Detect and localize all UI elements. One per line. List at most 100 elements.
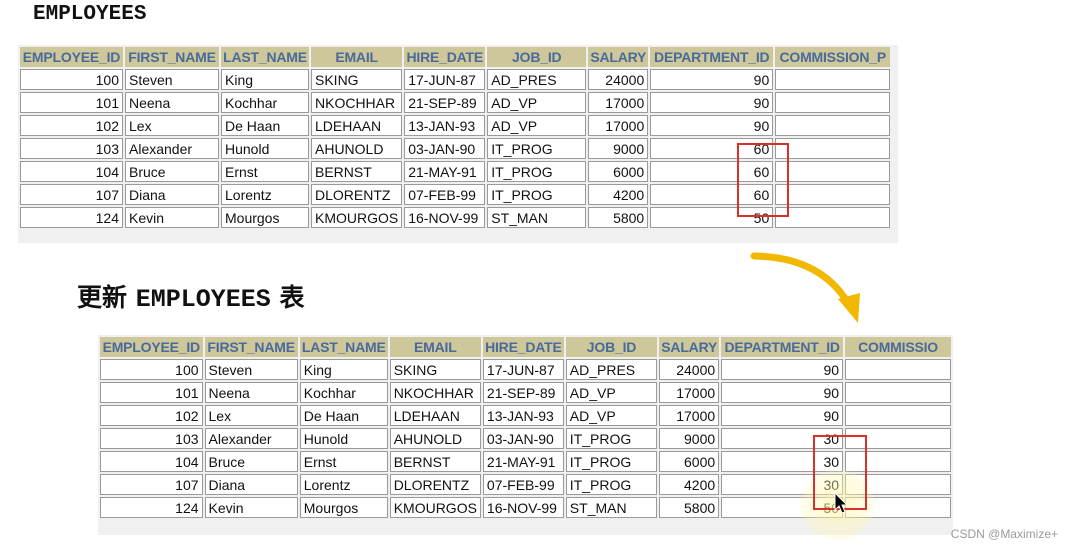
column-header: DEPARTMENT_ID xyxy=(650,47,774,67)
table-cell: 90 xyxy=(721,382,844,403)
column-header: SALARY xyxy=(659,337,720,357)
table-cell: Lorentz xyxy=(299,474,388,495)
table-cell: 21-SEP-89 xyxy=(404,92,486,113)
mouse-cursor-icon xyxy=(834,492,849,514)
column-header: JOB_ID xyxy=(565,337,658,357)
table-cell: Kochhar xyxy=(221,92,309,113)
table-row: 101 Neena Kochhar NKOCHHAR 21-SEP-89 AD_VP 170… xyxy=(100,382,951,403)
table-cell: AD_VP xyxy=(565,405,658,426)
table-row: 102 Lex De Haan LDEHAAN 13-JAN-93 AD_VP 17000 9… xyxy=(20,115,891,136)
table-cell: Lex xyxy=(204,405,298,426)
table-cell: Hunold xyxy=(221,138,309,159)
table-cell: KMOURGOS xyxy=(311,207,403,228)
table-cell xyxy=(775,69,891,90)
table-row: 100 Steven King SKING 17-JUN-87 AD_PRES 24000 9… xyxy=(20,69,891,90)
table-cell: 17-JUN-87 xyxy=(482,359,564,380)
table-cell xyxy=(775,207,891,228)
table-cell: AD_PRES xyxy=(565,359,658,380)
table-cell xyxy=(845,359,951,380)
table-cell: 90 xyxy=(650,92,774,113)
table-row: 124 Kevin Mourgos KMOURGOS 16-NOV-99 ST_MAN 58… xyxy=(20,207,891,228)
table-cell: 100 xyxy=(20,69,123,90)
table-cell: IT_PROG xyxy=(487,138,587,159)
table-cell: 16-NOV-99 xyxy=(404,207,486,228)
table-cell: King xyxy=(221,69,309,90)
column-header: FIRST_NAME xyxy=(125,47,219,67)
update-employees-title: 更新 EMPLOYEES 表 xyxy=(77,278,304,314)
table-cell xyxy=(775,92,891,113)
table-cell: AD_VP xyxy=(487,115,587,136)
table-cell: Ernst xyxy=(299,451,388,472)
table-row: 104 Bruce Ernst BERNST 21-MAY-91 IT_PROG 6000 6… xyxy=(20,161,891,182)
table-cell: 07-FEB-99 xyxy=(404,184,486,205)
table-cell: Hunold xyxy=(299,428,388,449)
column-header: HIRE_DATE xyxy=(404,47,486,67)
table-cell: 6000 xyxy=(659,451,720,472)
table-cell: 24000 xyxy=(659,359,720,380)
table-cell: 03-JAN-90 xyxy=(404,138,486,159)
table-cell: IT_PROG xyxy=(487,184,587,205)
highlight-box-before xyxy=(737,143,789,217)
table-cell: IT_PROG xyxy=(565,474,658,495)
table-cell: Bruce xyxy=(204,451,298,472)
table-cell: AHUNOLD xyxy=(389,428,481,449)
table-cell: 21-MAY-91 xyxy=(404,161,486,182)
table-cell xyxy=(845,428,951,449)
watermark: CSDN @Maximize+ xyxy=(950,527,1058,541)
table-cell: 03-JAN-90 xyxy=(482,428,564,449)
table-cell: 6000 xyxy=(588,161,649,182)
table-cell: Bruce xyxy=(125,161,219,182)
table-cell: AD_VP xyxy=(487,92,587,113)
column-header: EMAIL xyxy=(389,337,481,357)
table-cell: 17000 xyxy=(659,382,720,403)
table-cell: 107 xyxy=(20,184,123,205)
table-cell: 30 xyxy=(721,428,844,449)
table-cell: 13-JAN-93 xyxy=(404,115,486,136)
table-cell: 101 xyxy=(20,92,123,113)
table-cell: 100 xyxy=(100,359,203,380)
table-cell: 90 xyxy=(650,69,774,90)
table-cell: LDEHAAN xyxy=(311,115,403,136)
column-header: JOB_ID xyxy=(487,47,587,67)
table-row: 104 Bruce Ernst BERNST 21-MAY-91 IT_PROG 6000 3… xyxy=(100,451,951,472)
table-cell: 90 xyxy=(650,115,774,136)
table-cell: SKING xyxy=(389,359,481,380)
employees-title: EMPLOYEES xyxy=(33,3,147,26)
table-row: 101 Neena Kochhar NKOCHHAR 21-SEP-89 AD_VP 170… xyxy=(20,92,891,113)
table-cell xyxy=(775,184,891,205)
table-row: 107 Diana Lorentz DLORENTZ 07-FEB-99 IT_PROG 4… xyxy=(20,184,891,205)
table-cell: 21-MAY-91 xyxy=(482,451,564,472)
table-cell: Ernst xyxy=(221,161,309,182)
table-cell: BERNST xyxy=(311,161,403,182)
table-cell: Lorentz xyxy=(221,184,309,205)
title-prefix: 更新 xyxy=(77,283,136,312)
title-suffix: 表 xyxy=(270,283,305,312)
table-cell: ST_MAN xyxy=(487,207,587,228)
table-cell: AD_PRES xyxy=(487,69,587,90)
table-cell: 102 xyxy=(100,405,203,426)
table-cell: 101 xyxy=(100,382,203,403)
table-cell: Lex xyxy=(125,115,219,136)
table-cell: 4200 xyxy=(659,474,720,495)
table-cell: 103 xyxy=(20,138,123,159)
table-cell: AD_VP xyxy=(565,382,658,403)
table-cell: 17000 xyxy=(588,92,649,113)
table-cell xyxy=(845,451,951,472)
table-cell: Diana xyxy=(204,474,298,495)
table-cell: ST_MAN xyxy=(565,497,658,518)
table-cell: 60 xyxy=(650,184,774,205)
table-cell: NKOCHHAR xyxy=(311,92,403,113)
table-cell: Kochhar xyxy=(299,382,388,403)
table-cell: LDEHAAN xyxy=(389,405,481,426)
table-cell: 30 xyxy=(721,451,844,472)
table-cell: 104 xyxy=(100,451,203,472)
employees-table-before: EMPLOYEE_ID FIRST_NAME LAST_NAME EMAIL HIRE_… xyxy=(18,45,898,243)
table-cell: 16-NOV-99 xyxy=(482,497,564,518)
table-cell: BERNST xyxy=(389,451,481,472)
table-cell: Neena xyxy=(204,382,298,403)
column-header: COMMISSIO xyxy=(845,337,951,357)
table-cell: 107 xyxy=(100,474,203,495)
table-cell: IT_PROG xyxy=(487,161,587,182)
table-cell: Neena xyxy=(125,92,219,113)
table-cell: 5800 xyxy=(659,497,720,518)
